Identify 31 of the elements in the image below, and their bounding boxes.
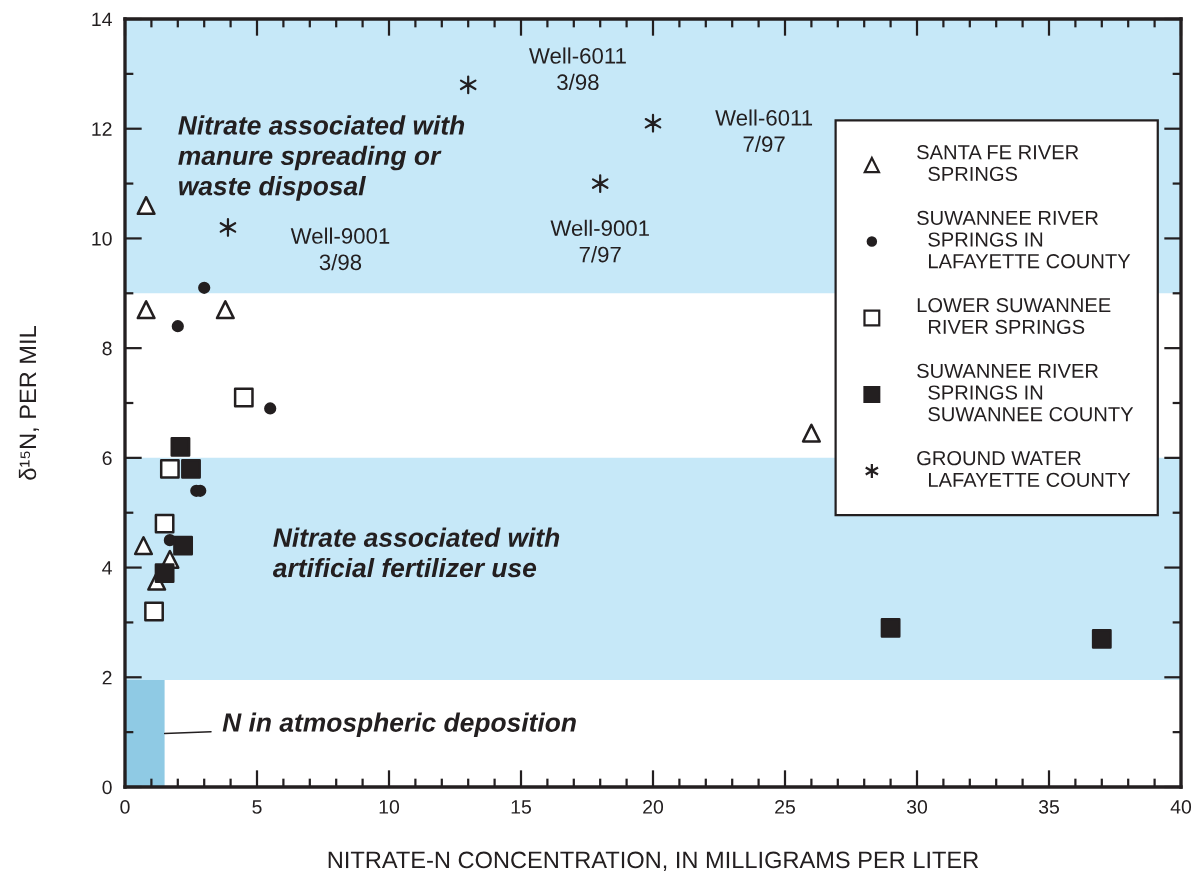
y-axis-title: δ¹⁵N, PER MIL [18, 326, 39, 480]
x-axis-title: NITRATE-N CONCENTRATION, IN MILLIGRAMS PER LITER [328, 851, 979, 872]
x-tick-label: 0 [120, 800, 130, 814]
annotation: Well-9001 7/97 [550, 219, 649, 263]
x-tick-label: 35 [1038, 800, 1059, 814]
band-label: Nitrate associated with manure spreading or waste disposal [178, 115, 465, 201]
annotation: Well-9001 3/98 [290, 227, 390, 271]
legend-label: SUWANNEE RIVER SPRINGS IN LAFAYETTE COUNTY [917, 210, 1131, 269]
legend-label: LOWER SUWANNEE RIVER SPRINGS [917, 298, 1111, 334]
y-tick-label: 8 [102, 341, 112, 356]
band-label: Nitrate associated with artificial fertilizer use [272, 527, 560, 578]
y-tick-label: 14 [92, 12, 112, 27]
legend-label: SANTA FE RIVER SPRINGS [917, 145, 1079, 182]
legend-label: SUWANNEE RIVER SPRINGS IN SUWANNEE COUNTY [917, 363, 1134, 422]
x-tick-label: 5 [252, 800, 262, 814]
annotation: Well-6011 7/97 [715, 109, 813, 153]
band-label: N in atmospheric deposition [222, 712, 576, 738]
x-tick-label: 30 [906, 800, 928, 814]
legend-label: GROUND WATER LAFAYETTE COUNTY [917, 451, 1131, 487]
y-tick-label: 4 [102, 561, 112, 575]
x-tick-label: 40 [1170, 800, 1192, 814]
y-tick-label: 0 [102, 780, 112, 795]
x-tick-label: 15 [511, 800, 531, 814]
y-tick-label: 6 [102, 451, 112, 466]
x-tick-label: 25 [775, 800, 795, 814]
annotation: Well-6011 3/98 [529, 47, 626, 91]
y-tick-label: 2 [102, 670, 112, 685]
y-tick-label: 12 [92, 122, 112, 136]
y-tick-label: 10 [92, 231, 112, 246]
x-tick-label: 10 [379, 800, 400, 814]
x-tick-label: 20 [643, 800, 664, 814]
